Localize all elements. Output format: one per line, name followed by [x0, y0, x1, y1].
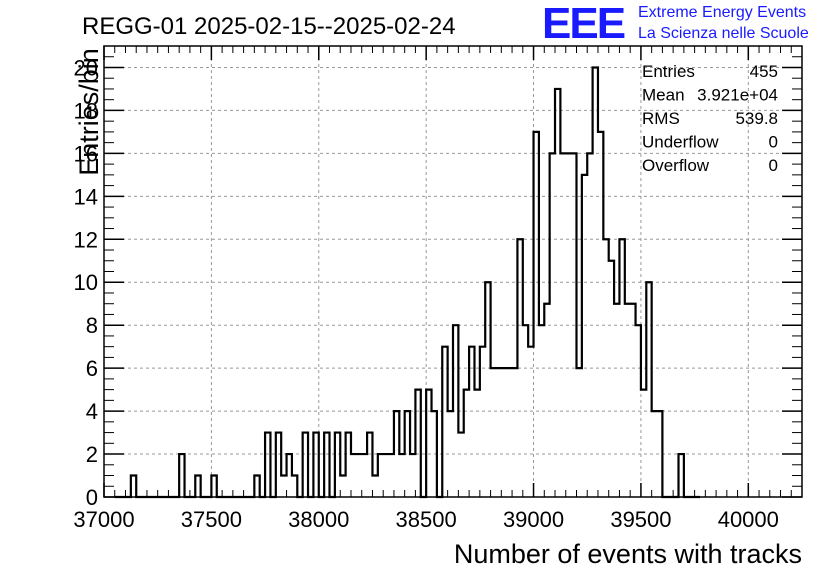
histogram-bin [458, 433, 463, 497]
histogram-bin [512, 368, 517, 497]
x-tick-label: 38500 [396, 507, 457, 532]
y-tick-label: 18 [74, 98, 98, 123]
histogram-bin [641, 390, 646, 497]
stats-label: Underflow [642, 133, 719, 152]
x-tick-label: 39500 [610, 507, 671, 532]
eee-logo: EEE Extreme Energy Events La Scienza nel… [542, 0, 809, 48]
chart-title: REGG-01 2025-02-15--2025-02-24 [82, 13, 456, 40]
histogram-bin [491, 368, 496, 497]
stats-value: 3.921e+04 [697, 86, 778, 105]
x-axis-title: Number of events with tracks [454, 539, 802, 569]
y-tick-label: 2 [86, 442, 98, 467]
axis-ticks [103, 45, 803, 498]
histogram-bin [576, 368, 581, 497]
histogram-bin [630, 304, 635, 497]
histogram-bin [507, 368, 512, 497]
stats-box: Entries 455 Mean 3.921e+04 RMS 539.8 Underflow… [642, 62, 778, 175]
histogram-bin [625, 304, 630, 497]
y-tick-label: 20 [74, 55, 98, 80]
histogram-bin [383, 454, 388, 497]
x-tick-label: 38000 [288, 507, 349, 532]
stats-value: 0 [769, 133, 778, 152]
x-tick-label: 40000 [718, 507, 779, 532]
plot-frame [103, 45, 803, 498]
x-tick-label: 37000 [73, 507, 134, 532]
stats-value: 539.8 [735, 109, 778, 128]
stats-value: 0 [769, 156, 778, 175]
tick-labels: 37000 37500 38000 38500 39000 39500 40000 0 2 4 6 8… [73, 55, 778, 532]
logo-line-2: La Scienza nelle Scuole [638, 25, 809, 42]
histogram-bin [544, 304, 549, 497]
y-tick-label: 14 [74, 184, 98, 209]
y-tick-label: 8 [86, 313, 98, 338]
stats-value: 455 [750, 62, 778, 81]
histogram-bin [528, 347, 533, 497]
y-tick-label: 16 [74, 141, 98, 166]
histogram-bin [372, 476, 377, 497]
logo-line-1: Extreme Energy Events [638, 4, 806, 21]
x-tick-label: 39000 [503, 507, 564, 532]
eee-logo-mark: EEE [542, 0, 625, 48]
histogram-bin [362, 454, 367, 497]
y-tick-label: 10 [74, 270, 98, 295]
stats-label: Entries [642, 62, 695, 81]
histogram-bin [496, 368, 501, 497]
histogram-bin [501, 368, 506, 497]
y-tick-label: 4 [86, 399, 98, 424]
histogram-bin [340, 476, 345, 497]
y-tick-label: 0 [86, 485, 98, 510]
histogram-bin [281, 476, 286, 497]
histogram-bin [399, 454, 404, 497]
stats-label: Mean [642, 86, 685, 105]
y-axis-title: Entries/bin [74, 48, 104, 176]
histogram-bin [389, 454, 394, 497]
y-tick-label: 12 [74, 227, 98, 252]
histogram-bin [356, 454, 361, 497]
grid [104, 46, 802, 497]
histogram-bin [351, 454, 356, 497]
y-tick-label: 6 [86, 356, 98, 381]
stats-label: Overflow [642, 156, 710, 175]
histogram-bin [410, 454, 415, 497]
histogram-bin [474, 390, 479, 497]
stats-label: RMS [642, 109, 680, 128]
x-tick-label: 37500 [181, 507, 242, 532]
histogram-bin [614, 304, 619, 497]
